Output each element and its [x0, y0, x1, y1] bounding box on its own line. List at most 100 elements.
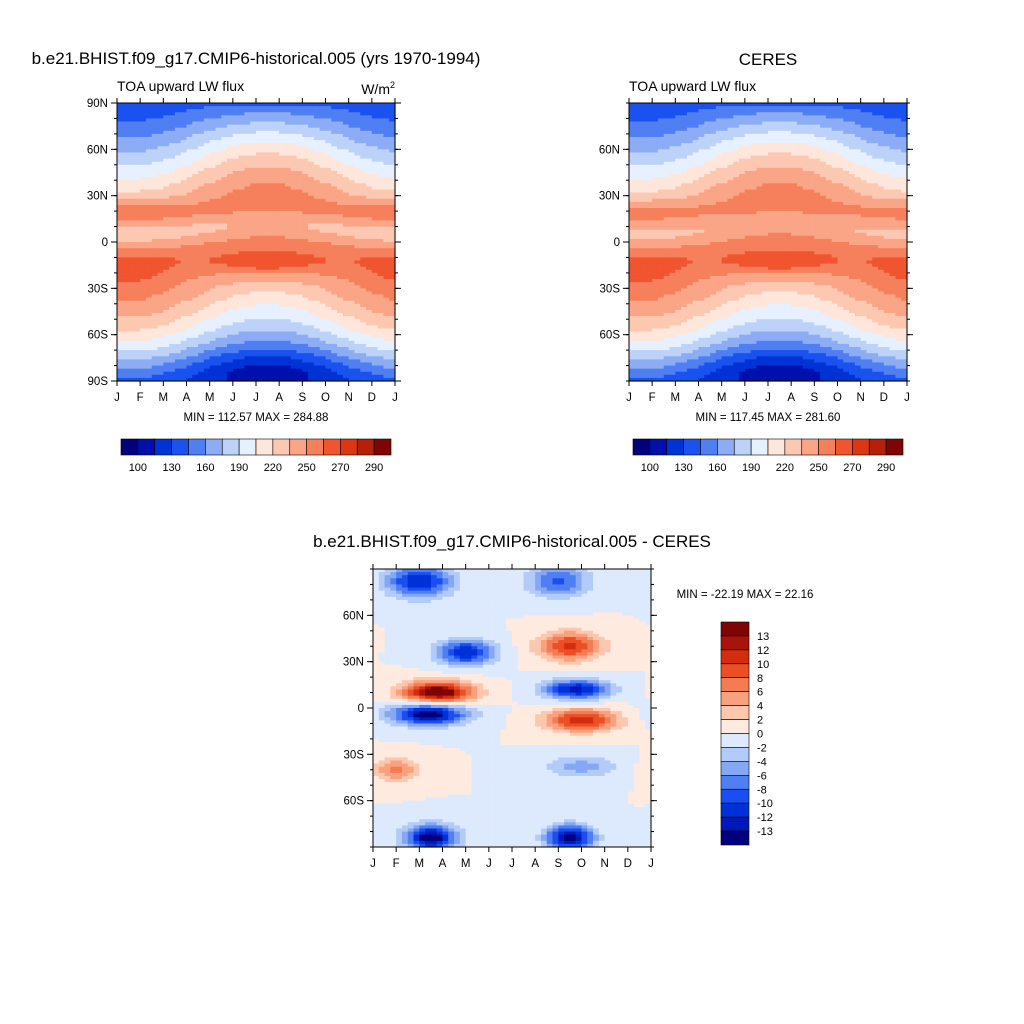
contour-cell	[186, 195, 193, 200]
contour-cell	[163, 112, 170, 116]
contour-cell	[244, 337, 251, 342]
contour-cell	[221, 204, 228, 209]
contour-cell	[157, 149, 164, 154]
contour-cell	[250, 152, 257, 157]
contour-cell	[296, 217, 303, 221]
contour-cell	[302, 177, 309, 181]
contour-cell	[192, 103, 199, 107]
contour-cell	[203, 322, 211, 326]
contour-cell	[180, 106, 188, 110]
contour-cell	[313, 183, 321, 187]
contour-cell	[134, 229, 141, 234]
contour-cell	[140, 288, 147, 293]
contour-cell	[313, 149, 321, 154]
contour-cell	[360, 251, 367, 255]
contour-cell	[302, 214, 309, 218]
contour-cell	[232, 248, 240, 252]
contour-cell	[337, 368, 344, 373]
contour-cell	[354, 242, 361, 246]
contour-cell	[134, 272, 141, 277]
contour-cell	[354, 275, 361, 280]
contour-cell	[151, 158, 159, 163]
contour-cell	[342, 208, 350, 212]
contour-cell	[180, 201, 188, 206]
contour-cell	[337, 340, 344, 345]
contour-cell	[209, 331, 217, 336]
contour-cell	[203, 146, 211, 150]
contour-cell	[348, 238, 356, 243]
contour-cell	[180, 279, 188, 283]
contour-cell	[203, 300, 211, 305]
contour-cell	[238, 229, 246, 234]
contour-cell	[174, 189, 182, 194]
contour-cell	[117, 112, 124, 116]
contour-cell	[250, 130, 257, 135]
contour-cell	[145, 365, 153, 370]
contour-cell	[140, 170, 147, 175]
contour-cell	[157, 211, 164, 215]
contour-cell	[157, 309, 164, 314]
contour-cell	[337, 124, 344, 129]
contour-cell	[273, 149, 280, 154]
contour-cell	[261, 353, 269, 357]
contour-cell	[284, 282, 292, 286]
contour-cell	[145, 229, 153, 234]
contour-cell	[296, 204, 303, 209]
contour-cell	[290, 226, 298, 231]
contour-cell	[366, 133, 373, 138]
contour-cell	[145, 260, 153, 265]
contour-cell	[313, 347, 321, 351]
contour-cell	[128, 115, 135, 120]
contour-cell	[140, 254, 147, 259]
contour-cell	[360, 359, 367, 364]
contour-cell	[117, 254, 124, 259]
contour-cell	[331, 356, 338, 360]
contour-cell	[348, 337, 356, 342]
contour-cell	[221, 331, 228, 336]
contour-cell	[284, 251, 292, 255]
contour-cell	[227, 303, 234, 308]
contour-cell	[186, 275, 193, 280]
contour-cell	[145, 371, 153, 376]
contour-cell	[186, 325, 193, 330]
contour-cell	[203, 309, 211, 314]
contour-cell	[279, 340, 286, 345]
units-base: W/m	[361, 81, 390, 97]
contour-cell	[279, 103, 286, 107]
contour-cell	[325, 251, 332, 255]
contour-cell	[250, 365, 257, 370]
contour-cell	[290, 365, 298, 370]
contour-cell	[134, 121, 141, 126]
contour-cell	[215, 143, 222, 147]
contour-cell	[151, 140, 159, 144]
contour-cell	[337, 140, 344, 144]
contour-cell	[198, 118, 205, 123]
contour-cell	[157, 340, 164, 345]
contour-cell	[354, 201, 361, 206]
contour-cell	[319, 377, 327, 382]
contour-cell	[360, 186, 367, 191]
contour-cell	[174, 365, 182, 370]
contour-cell	[319, 254, 327, 259]
contour-cell	[157, 140, 164, 144]
contour-cell	[117, 235, 124, 240]
contour-cell	[360, 211, 367, 215]
contour-cell	[354, 377, 361, 382]
contour-cell	[284, 201, 292, 206]
contour-cell	[232, 220, 240, 225]
contour-cell	[117, 371, 124, 376]
contour-cell	[163, 130, 170, 135]
contour-cell	[256, 140, 263, 144]
contour-cell	[209, 263, 217, 268]
contour-cell	[250, 254, 257, 259]
contour-cell	[221, 263, 228, 268]
contour-cell	[273, 353, 280, 357]
contour-cell	[151, 359, 159, 364]
contour-cell	[308, 248, 315, 252]
contour-cell	[163, 220, 170, 225]
contour-cell	[140, 294, 147, 299]
contour-cell	[319, 282, 327, 286]
contour-cell	[209, 161, 217, 166]
contour-cell	[169, 217, 176, 221]
contour-cell	[169, 238, 176, 243]
